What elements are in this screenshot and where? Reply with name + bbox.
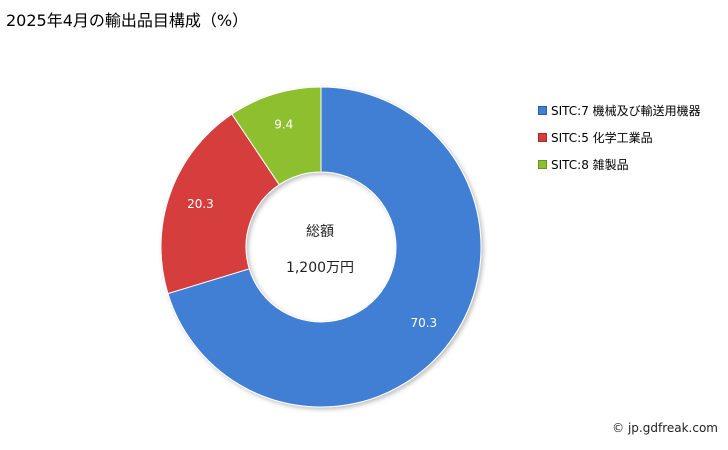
center-total-value: 1,200万円 — [285, 260, 355, 276]
legend-item: SITC:5 化学工業品 — [538, 129, 701, 145]
center-total-label: 総額 — [306, 224, 334, 240]
legend-label: SITC:8 雑製品 — [551, 157, 629, 172]
legend: SITC:7 機械及び輸送用機器 SITC:5 化学工業品 SITC:8 雑製品 — [538, 102, 701, 183]
legend-item: SITC:8 雑製品 — [538, 156, 701, 172]
pie-slice — [231, 86, 322, 186]
legend-swatch — [538, 105, 547, 115]
pie-slice — [167, 86, 482, 408]
legend-swatch — [538, 132, 547, 142]
legend-swatch — [538, 159, 547, 169]
legend-label: SITC:7 機械及び輸送用機器 — [551, 103, 701, 118]
slice-value-label: 70.3 — [410, 316, 437, 330]
slice-value-label: 20.3 — [187, 197, 214, 211]
credit-text: © jp.gdfreak.com — [612, 421, 718, 435]
chart-title: 2025年4月の輸出品目構成（%） — [6, 11, 249, 30]
pie-slice — [160, 113, 280, 295]
legend-label: SITC:5 化学工業品 — [551, 130, 653, 145]
slice-value-label: 9.4 — [274, 118, 293, 132]
legend-item: SITC:7 機械及び輸送用機器 — [538, 102, 701, 118]
